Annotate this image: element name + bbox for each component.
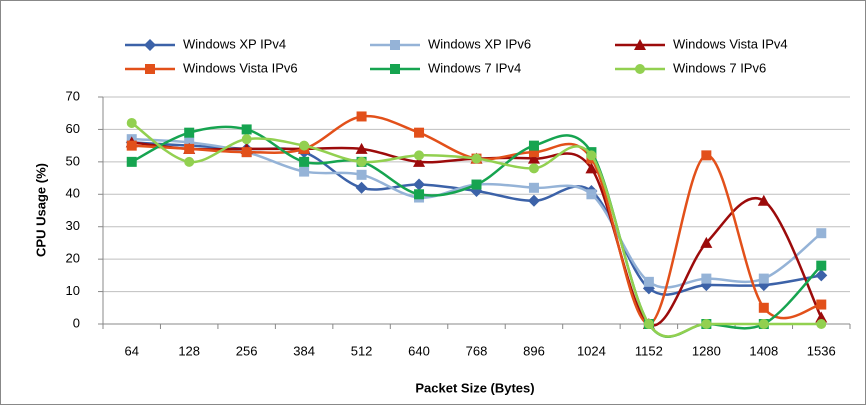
marker	[241, 124, 252, 135]
marker	[126, 156, 137, 167]
marker	[701, 273, 712, 284]
marker	[528, 163, 539, 174]
marker	[758, 319, 769, 329]
marker	[471, 179, 482, 190]
marker	[356, 111, 367, 122]
marker	[126, 140, 137, 151]
y-axis-label: CPU Usage (%)	[33, 163, 48, 257]
marker	[299, 140, 310, 151]
marker	[701, 319, 712, 329]
marker	[701, 150, 712, 161]
marker	[126, 117, 137, 128]
marker	[816, 319, 827, 329]
x-tick-label: 128	[178, 343, 200, 358]
legend-label: Windows XP IPv4	[183, 36, 286, 51]
marker	[413, 155, 426, 167]
legend-marker	[144, 39, 156, 51]
y-tick-label: 60	[66, 121, 80, 136]
marker	[241, 134, 252, 145]
y-tick-label: 50	[66, 153, 80, 168]
x-tick-label: 768	[466, 343, 488, 358]
x-tick-label: 896	[523, 343, 545, 358]
marker	[816, 228, 827, 239]
legend-label: Windows Vista IPv4	[673, 36, 788, 51]
y-tick-label: 0	[73, 315, 80, 330]
x-axis-label: Packet Size (Bytes)	[415, 380, 534, 395]
marker	[356, 169, 367, 180]
x-tick-label: 64	[124, 343, 138, 358]
marker	[758, 302, 769, 313]
marker	[414, 150, 425, 161]
marker	[355, 181, 368, 194]
marker	[471, 153, 482, 164]
marker	[528, 140, 539, 151]
y-tick-label: 30	[66, 218, 80, 233]
x-tick-label: 384	[293, 343, 315, 358]
legend-label: Windows XP IPv6	[428, 36, 531, 51]
marker	[700, 236, 713, 248]
marker	[414, 189, 425, 200]
marker	[527, 152, 540, 164]
marker	[299, 166, 310, 177]
x-tick-label: 1280	[692, 343, 721, 358]
x-tick-label: 640	[408, 343, 430, 358]
x-tick-label: 1536	[807, 343, 836, 358]
marker	[815, 269, 828, 282]
marker	[184, 156, 195, 167]
marker	[356, 156, 367, 167]
marker	[586, 150, 597, 161]
legend-marker	[390, 64, 400, 74]
y-tick-label: 20	[66, 251, 80, 266]
legend-marker	[634, 39, 646, 50]
marker	[585, 162, 598, 174]
marker	[184, 137, 195, 148]
marker	[413, 178, 426, 191]
series-line	[131, 141, 823, 327]
marker	[241, 147, 252, 158]
legend-marker	[390, 40, 400, 50]
x-tick-label: 256	[236, 343, 258, 358]
marker	[643, 276, 654, 287]
marker	[816, 299, 827, 310]
marker	[643, 319, 654, 329]
x-tick-label: 1408	[749, 343, 778, 358]
marker	[758, 273, 769, 284]
marker	[184, 127, 195, 138]
marker	[414, 127, 425, 138]
marker	[528, 147, 539, 158]
y-tick-label: 40	[66, 186, 80, 201]
marker	[355, 142, 368, 154]
y-tick-label: 10	[66, 283, 80, 298]
x-tick-label: 1024	[577, 343, 606, 358]
legend-label: Windows Vista IPv6	[183, 60, 298, 75]
legend-marker	[145, 64, 155, 74]
marker	[816, 260, 827, 271]
x-tick-label: 1152	[635, 343, 663, 358]
marker	[184, 143, 195, 154]
marker	[757, 194, 770, 206]
marker	[528, 182, 539, 193]
marker	[299, 156, 310, 167]
marker	[815, 311, 828, 323]
legend-label: Windows 7 IPv6	[673, 60, 766, 75]
legend-label: Windows 7 IPv4	[428, 60, 521, 75]
legend: Windows XP IPv4 Windows XP IPv6 Windows Vi…	[125, 36, 788, 75]
x-tick-label: 512	[351, 343, 373, 358]
marker	[586, 189, 597, 200]
y-tick-label: 70	[66, 88, 80, 103]
marker	[527, 194, 540, 207]
legend-marker	[635, 64, 645, 74]
